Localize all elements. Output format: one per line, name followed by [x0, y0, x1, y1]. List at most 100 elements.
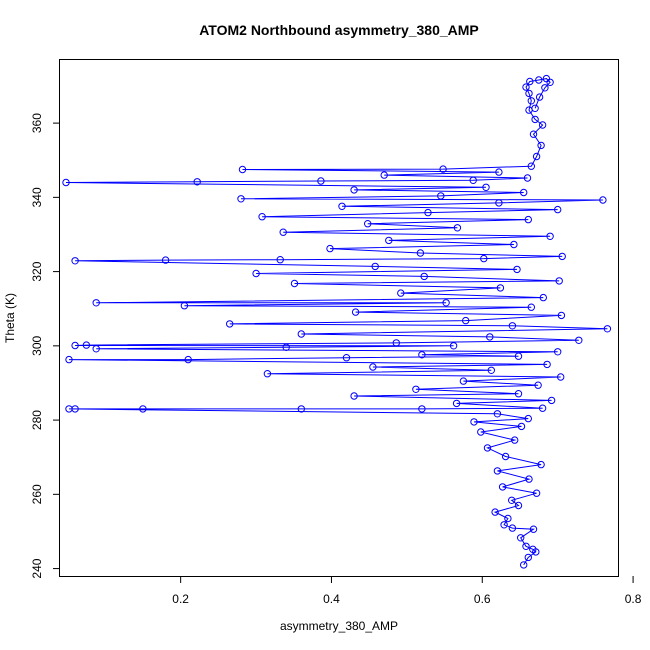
- data-point: [535, 76, 543, 84]
- data-point: [184, 355, 192, 364]
- data-point: [534, 381, 542, 389]
- data-point: [139, 405, 147, 413]
- data-point: [351, 308, 360, 316]
- x-tick-label: 0.4: [323, 592, 340, 606]
- data-point: [495, 199, 503, 207]
- data-point: [546, 232, 554, 241]
- data-point: [532, 489, 541, 497]
- data-point: [482, 183, 490, 192]
- data-point: [371, 262, 379, 271]
- data-point: [510, 240, 518, 249]
- data-point: [517, 534, 525, 542]
- data-point: [459, 377, 468, 385]
- data-point: [495, 168, 503, 176]
- data-point: [326, 244, 334, 253]
- data-point: [416, 249, 425, 257]
- data-point: [554, 348, 562, 356]
- data-point: [453, 224, 462, 232]
- data-point: [531, 115, 539, 124]
- data-point: [526, 77, 534, 86]
- data-point: [524, 215, 532, 224]
- data-point: [527, 303, 535, 311]
- y-tick-label: 280: [30, 410, 44, 430]
- data-point: [500, 521, 508, 529]
- data-point: [535, 93, 544, 101]
- data-point: [498, 483, 507, 491]
- data-point: [538, 404, 547, 412]
- data-point: [420, 272, 428, 281]
- data-point: [385, 236, 393, 245]
- data-point: [480, 254, 488, 263]
- data-point: [258, 213, 266, 221]
- data-point: [369, 363, 377, 371]
- data-point: [317, 177, 325, 185]
- x-tick-label: 0.6: [474, 592, 491, 606]
- data-point: [508, 496, 516, 504]
- data-point: [493, 410, 502, 418]
- data-point: [392, 339, 400, 347]
- data-point: [493, 467, 502, 475]
- data-point: [342, 354, 351, 362]
- data-point: [514, 352, 523, 360]
- data-point: [92, 299, 100, 307]
- series-line: [65, 78, 608, 566]
- data-point: [282, 343, 290, 351]
- data-point: [513, 265, 521, 274]
- plot-area: [62, 74, 612, 569]
- data-point: [504, 514, 512, 523]
- data-point: [424, 208, 432, 217]
- data-point: [537, 141, 545, 150]
- data-point: [442, 299, 450, 307]
- data-point: [501, 452, 510, 461]
- data-point: [487, 366, 495, 374]
- data-point: [297, 330, 305, 338]
- data-point: [486, 333, 494, 341]
- data-point: [524, 414, 532, 423]
- data-point: [538, 121, 547, 129]
- data-point: [547, 396, 556, 405]
- data-point: [511, 436, 519, 444]
- data-point: [71, 341, 79, 350]
- data-point: [542, 74, 551, 83]
- data-point: [523, 174, 532, 182]
- data-point: [263, 370, 272, 378]
- data-point: [71, 257, 79, 265]
- data-point: [238, 165, 247, 174]
- data-point: [554, 205, 562, 214]
- data-point: [508, 322, 517, 330]
- data-point: [92, 345, 100, 353]
- data-point: [529, 545, 537, 553]
- data-point: [599, 196, 607, 204]
- data-point: [470, 418, 478, 426]
- x-tick-label: 0.2: [172, 592, 189, 606]
- data-point: [541, 84, 549, 92]
- y-axis: 240 260 280 300 320 340 360: [30, 113, 60, 579]
- data-point: [508, 524, 517, 532]
- data-point: [226, 320, 234, 328]
- data-point: [449, 342, 458, 350]
- plot-frame: [59, 59, 619, 577]
- data-point: [520, 561, 528, 569]
- y-tick-label: 340: [30, 187, 44, 207]
- y-tick-label: 320: [30, 261, 44, 281]
- data-point: [525, 475, 533, 483]
- data-point: [524, 553, 532, 562]
- data-point: [412, 385, 420, 393]
- data-point: [529, 130, 538, 138]
- data-point: [437, 192, 445, 200]
- x-axis-label: asymmetry_380_AMP: [280, 619, 398, 633]
- data-point: [297, 405, 305, 413]
- data-point: [532, 152, 541, 161]
- data-point: [276, 256, 284, 264]
- data-point: [527, 162, 535, 170]
- data-point: [575, 336, 583, 344]
- y-tick-label: 260: [30, 484, 44, 504]
- data-point: [462, 316, 470, 325]
- data-point: [290, 279, 299, 288]
- data-point: [522, 83, 530, 91]
- data-point: [496, 284, 505, 292]
- data-point: [82, 341, 91, 349]
- x-tick-label: 0.8: [625, 592, 642, 606]
- data-point: [350, 392, 358, 400]
- data-point: [514, 501, 523, 510]
